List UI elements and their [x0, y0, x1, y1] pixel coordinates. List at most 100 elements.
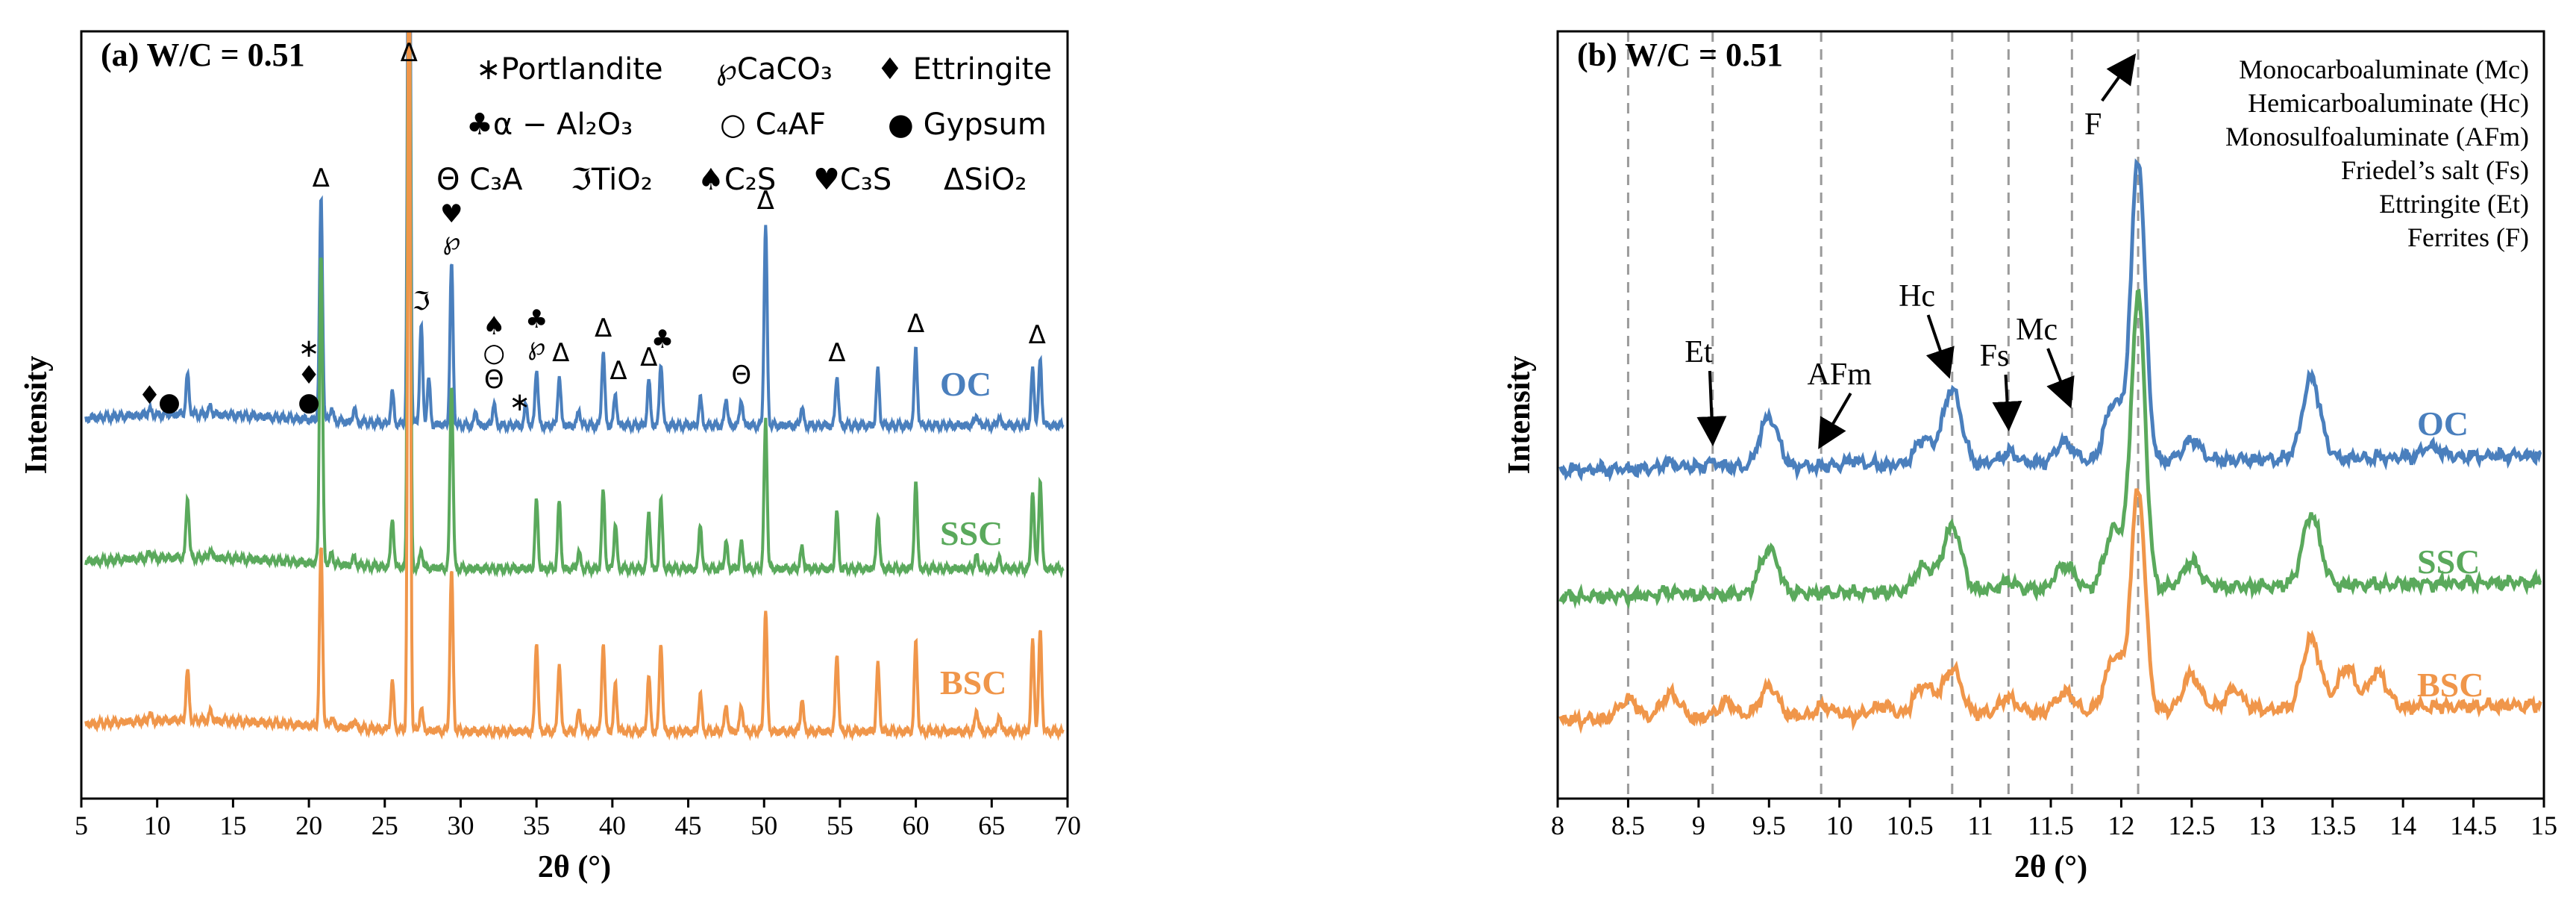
peak-marker: Δ — [828, 338, 845, 368]
peak-marker: ♥ — [440, 199, 463, 229]
panel-b-title: (b) W/C = 0.51 — [1577, 37, 1783, 73]
panel-a-x-label: 2θ (°) — [538, 850, 611, 884]
panel-b-x-tick-label: 13 — [2248, 811, 2275, 840]
legend-et: Ettringite (Et) — [2379, 189, 2529, 219]
panel-b-annotation-arrow — [1818, 392, 1852, 449]
peak-marker: ● — [298, 387, 320, 417]
peak-marker: Δ — [595, 313, 612, 343]
panel-b-legend: Monocarboaluminate (Mc) Hemicarboalumina… — [2225, 54, 2529, 252]
panel-b-x-tick-label: 9 — [1692, 811, 1705, 840]
panel-a-legend: ∗Portlandite ℘CaCO₃ ♦ Ettringite ♣α − Al… — [436, 52, 1052, 197]
legend-f: Ferrites (F) — [2407, 222, 2529, 252]
legend-c3s: ♥C₃S — [813, 163, 891, 197]
panel-a-plot-frame — [80, 30, 1069, 800]
panel-b-x-tick-label: 15 — [2530, 811, 2557, 840]
legend-al2o3: ♣α − Al₂O₃ — [466, 107, 633, 142]
peak-marker: ℘ — [442, 226, 460, 256]
legend-portlandite: ∗Portlandite — [476, 52, 663, 87]
panel-a-series-label-oc: OC — [940, 365, 991, 403]
panel-b-annotation-f: F — [2084, 107, 2102, 142]
panel-a-x-tick-label: 40 — [599, 811, 626, 840]
panel-a-x-tick-label: 55 — [827, 811, 853, 840]
panel-a-x-tick-label: 45 — [675, 811, 702, 840]
peak-marker: Δ — [907, 309, 924, 339]
panel-a-x-tick-label: 50 — [750, 811, 777, 840]
panel-b-x-tick-label: 10 — [1826, 811, 1853, 840]
panel-b-chart: 8 8.5 9 9.5 10 10.5 11 11.5 12 12.5 13 13.5 14 14.5 15… — [1502, 30, 2557, 884]
panel-b-series-label-ssc: SSC — [2417, 543, 2480, 581]
panel-b-x-tick-label: 8 — [1551, 811, 1564, 840]
peak-marker: ♦ — [298, 360, 320, 390]
panel-b-series-label-oc: OC — [2417, 405, 2469, 443]
panel-b-annotation-mc: Mc — [2016, 313, 2058, 347]
peak-marker: Δ — [609, 356, 627, 386]
legend-mc: Monocarboaluminate (Mc) — [2239, 54, 2529, 84]
panel-b-annotation-arrow — [1696, 370, 1727, 446]
panel-a-x-tick-label: 65 — [978, 811, 1005, 840]
legend-ettringite: ♦ Ettringite — [877, 52, 1052, 87]
peak-marker: ♦ — [138, 381, 160, 410]
panel-b-series-ssc-line — [1558, 288, 2542, 610]
panel-b-annotation-afm: AFm — [1808, 357, 1873, 392]
panel-b-x-tick-label: 8.5 — [1611, 811, 1645, 840]
panel-b-y-label: Intensity — [1502, 356, 1537, 475]
legend-afm: Monosulfoaluminate (AFm) — [2225, 122, 2529, 152]
panel-a-series-label-ssc: SSC — [940, 514, 1003, 552]
panel-a-x-tick-label: 20 — [295, 811, 322, 840]
legend-caco3: ℘CaCO₃ — [716, 52, 833, 87]
peak-marker: ∗ — [298, 334, 320, 363]
legend-gypsum: ● Gypsum — [888, 107, 1047, 142]
peak-marker: Θ — [731, 360, 751, 390]
panel-b-annotation-et: Et — [1685, 335, 1713, 369]
peak-marker: ● — [158, 387, 181, 417]
panel-a-x-tick-label: 15 — [219, 811, 246, 840]
legend-hc: Hemicarboaluminate (Hc) — [2248, 88, 2529, 118]
peak-marker: Δ — [640, 343, 657, 372]
peak-marker: ♣ — [651, 325, 674, 355]
panel-b-x-tick-label: 10.5 — [1887, 811, 1934, 840]
legend-sio2: ΔSiO₂ — [944, 163, 1027, 197]
peak-marker: ℘ — [527, 331, 545, 361]
panel-b-x-tick-label: 11 — [1967, 811, 1993, 840]
panel-b-annotation-fs: Fs — [1980, 339, 2010, 373]
panel-b-annotation-arrow — [1992, 374, 2022, 431]
panel-a-x-tick-label: 10 — [144, 811, 171, 840]
panel-b-x-tick-label: 14 — [2389, 811, 2416, 840]
panel-a-title: (a) W/C = 0.51 — [101, 37, 305, 73]
peak-marker: Δ — [552, 338, 569, 368]
panel-a-series-oc-line — [84, 31, 1065, 436]
panel-a-x-tick-label: 5 — [75, 811, 88, 840]
panel-b-x-tick-label: 13.5 — [2309, 811, 2356, 840]
panel-a-series-bsc-line — [84, 31, 1065, 742]
peak-marker: ♠ — [483, 311, 505, 341]
panel-b-annotation-arrow — [1925, 314, 1955, 379]
peak-marker: Δ — [313, 163, 330, 193]
legend-c3a: Θ C₃A — [436, 163, 523, 197]
panel-b-x-tick-label: 12 — [2108, 811, 2134, 840]
panel-a-series-label-bsc: BSC — [940, 663, 1006, 702]
legend-tio2: ℑTiO₂ — [571, 163, 653, 197]
panel-b-series-bsc-line — [1558, 487, 2542, 734]
panel-b-x-tick-label: 12.5 — [2168, 811, 2215, 840]
panel-a-x-tick-label: 60 — [903, 811, 930, 840]
legend-fs: Friedel’s salt (Fs) — [2341, 155, 2529, 185]
panel-b-x-tick-label: 14.5 — [2450, 811, 2497, 840]
panel-b-series-label-bsc: BSC — [2417, 666, 2483, 704]
panel-a-series-ssc-line — [84, 31, 1065, 579]
panel-b-x-tick-label: 11.5 — [2028, 811, 2074, 840]
panel-b-annotation-arrow — [2046, 348, 2075, 409]
panel-b-annotation-hc: Hc — [1899, 279, 1935, 313]
panel-b-x-label: 2θ (°) — [2014, 850, 2087, 884]
peak-marker: ○ — [483, 338, 505, 368]
peak-marker: Δ — [1029, 320, 1046, 350]
legend-c4af: ○ C₄AF — [720, 107, 826, 142]
panel-a-x-tick-label: 35 — [523, 811, 550, 840]
panel-a-x-tick-label: 70 — [1054, 811, 1081, 840]
peak-marker: ℑ — [413, 287, 430, 316]
panel-b-annotation-arrow — [2101, 53, 2137, 102]
panel-b-series-oc-line — [1558, 158, 2542, 483]
panel-a-x-tick-label: 25 — [372, 811, 398, 840]
panel-a-y-label: Intensity — [19, 356, 54, 475]
